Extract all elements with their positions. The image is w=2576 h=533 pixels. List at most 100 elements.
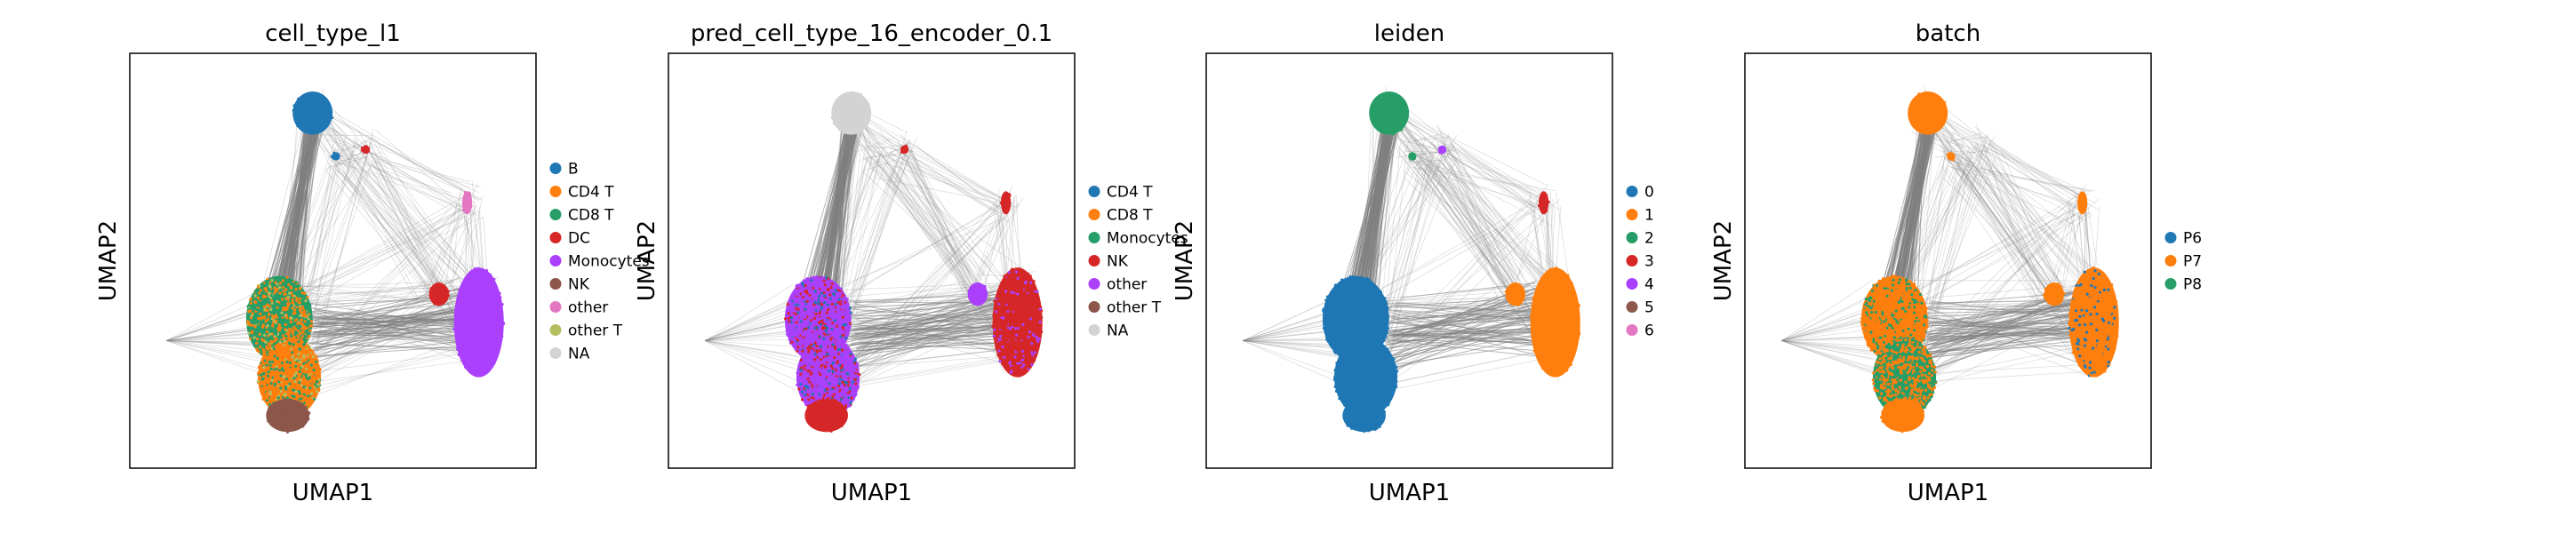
cluster-middle: [967, 282, 988, 306]
x-axis-label: UMAP1: [831, 480, 912, 506]
legend-marker: [1626, 301, 1638, 313]
legend: P6 P7 P8: [2164, 230, 2202, 294]
cluster-bottom: [1342, 398, 1386, 434]
legend-marker: [1088, 278, 1100, 290]
cluster-right: [2068, 266, 2119, 378]
graph-edges-dense: [1879, 129, 2090, 372]
cluster-left-2: [256, 337, 322, 418]
legend-marker: [1626, 278, 1638, 290]
legend-label: NK: [568, 276, 590, 294]
legend-marker: [2164, 232, 2177, 243]
legend-label: 4: [1644, 276, 1654, 294]
panel-title: leiden: [1374, 20, 1444, 47]
cluster-top: [1908, 91, 1948, 135]
legend-label: 2: [1644, 230, 1654, 248]
cluster-bottom: [266, 398, 311, 434]
legend-label: 1: [1644, 207, 1654, 225]
legend-marker: [2164, 255, 2177, 266]
cluster-right: [991, 267, 1044, 378]
legend-marker: [549, 324, 562, 336]
legend-label: NK: [1107, 253, 1129, 271]
legend-label: 5: [1644, 299, 1654, 317]
panel-frame: [668, 52, 1076, 469]
scatter-panel-2: pred_cell_type_16_encoder_0.1 UMAP1 UMAP2 C…: [634, 20, 1188, 506]
legend-marker: [549, 209, 562, 220]
cluster-right: [1529, 266, 1581, 378]
graph-edges-dense: [799, 129, 1011, 369]
legend-label: 0: [1644, 184, 1654, 202]
graph-edges: [165, 88, 499, 409]
x-axis-label: UMAP1: [1908, 480, 1988, 506]
legend-marker: [2164, 278, 2177, 290]
legend-marker: [1088, 232, 1100, 243]
legend-label: P6: [2183, 230, 2202, 248]
cluster-right: [452, 266, 506, 378]
cluster-small-1: [1946, 152, 1956, 162]
cluster-top: [830, 91, 872, 135]
scatter-panel-1: cell_type_l1 UMAP1 UMAP2 B CD4 T CD8 T DC Monoc…: [95, 20, 650, 506]
legend-label: other T: [568, 322, 623, 340]
legend-marker: [1626, 186, 1638, 197]
cluster-top: [1369, 91, 1410, 136]
panel-frame: [1205, 52, 1613, 469]
legend-marker: [1088, 324, 1100, 336]
cluster-small-1: [900, 144, 909, 155]
legend-marker: [1088, 255, 1100, 266]
cluster-right-top: [461, 191, 473, 215]
legend-label: NA: [568, 346, 590, 363]
legend-marker: [549, 278, 562, 290]
cluster-bottom: [804, 398, 848, 433]
cluster-right-top: [1537, 191, 1550, 215]
legend-label: B: [568, 161, 579, 179]
legend-label: DC: [568, 230, 590, 248]
legend-label: NA: [1107, 322, 1129, 340]
legend-label: 3: [1644, 253, 1654, 271]
cluster-middle: [1504, 282, 1526, 306]
graph-edges: [1780, 85, 2113, 404]
legend-label: other: [568, 299, 608, 317]
cluster-small-2: [330, 151, 340, 161]
scatter-panel-3: leiden UMAP1 UMAP2 0 1 2 3 4 5 6: [1172, 20, 1654, 506]
panel-frame: [1744, 52, 2152, 469]
y-axis-label: UMAP2: [634, 220, 660, 301]
legend-marker: [1626, 232, 1638, 243]
y-axis-label: UMAP2: [1710, 220, 1737, 301]
legend-marker: [549, 163, 562, 174]
legend-marker: [549, 255, 562, 266]
legend-marker: [1626, 324, 1638, 336]
legend-marker: [1626, 209, 1638, 220]
legend: B CD4 T CD8 T DC Monocytes NK other other T NA: [549, 161, 650, 363]
legend-label: Monocytes: [568, 253, 650, 271]
legend-label: P8: [2183, 276, 2202, 294]
legend-label: CD4 T: [568, 184, 614, 202]
x-axis-label: UMAP1: [292, 480, 373, 506]
scatter-panel-4: batch UMAP1 UMAP2 P6 P7 P8: [1710, 20, 2202, 506]
cluster-middle: [2043, 282, 2066, 306]
legend-label: P7: [2183, 253, 2202, 271]
cluster-right-top: [999, 191, 1012, 215]
graph-edges-dense: [262, 129, 474, 363]
legend-label: other T: [1107, 299, 1162, 317]
cluster-bottom: [1879, 397, 1924, 434]
legend: 0 1 2 3 4 5 6: [1626, 184, 1654, 340]
legend-marker: [1088, 301, 1100, 313]
legend-marker: [1626, 255, 1638, 266]
cluster-small-1: [360, 145, 371, 155]
graph-edges-dense: [1340, 129, 1548, 374]
legend-label: CD8 T: [568, 207, 614, 225]
legend: CD4 T CD8 T Monocytes NK other other T NA: [1088, 184, 1188, 340]
legend-marker: [549, 301, 562, 313]
legend-label: CD4 T: [1107, 184, 1153, 202]
panel-title: batch: [1916, 20, 1980, 47]
legend-marker: [1088, 186, 1100, 197]
y-axis-label: UMAP2: [1172, 220, 1198, 301]
legend-marker: [549, 186, 562, 197]
legend-marker: [549, 232, 562, 243]
legend-label: Monocytes: [1107, 230, 1188, 248]
legend-marker: [549, 347, 562, 359]
legend-marker: [1088, 209, 1100, 220]
x-axis-label: UMAP1: [1369, 480, 1450, 506]
cluster-right-top: [2077, 191, 2088, 215]
panel-title: cell_type_l1: [265, 20, 401, 47]
